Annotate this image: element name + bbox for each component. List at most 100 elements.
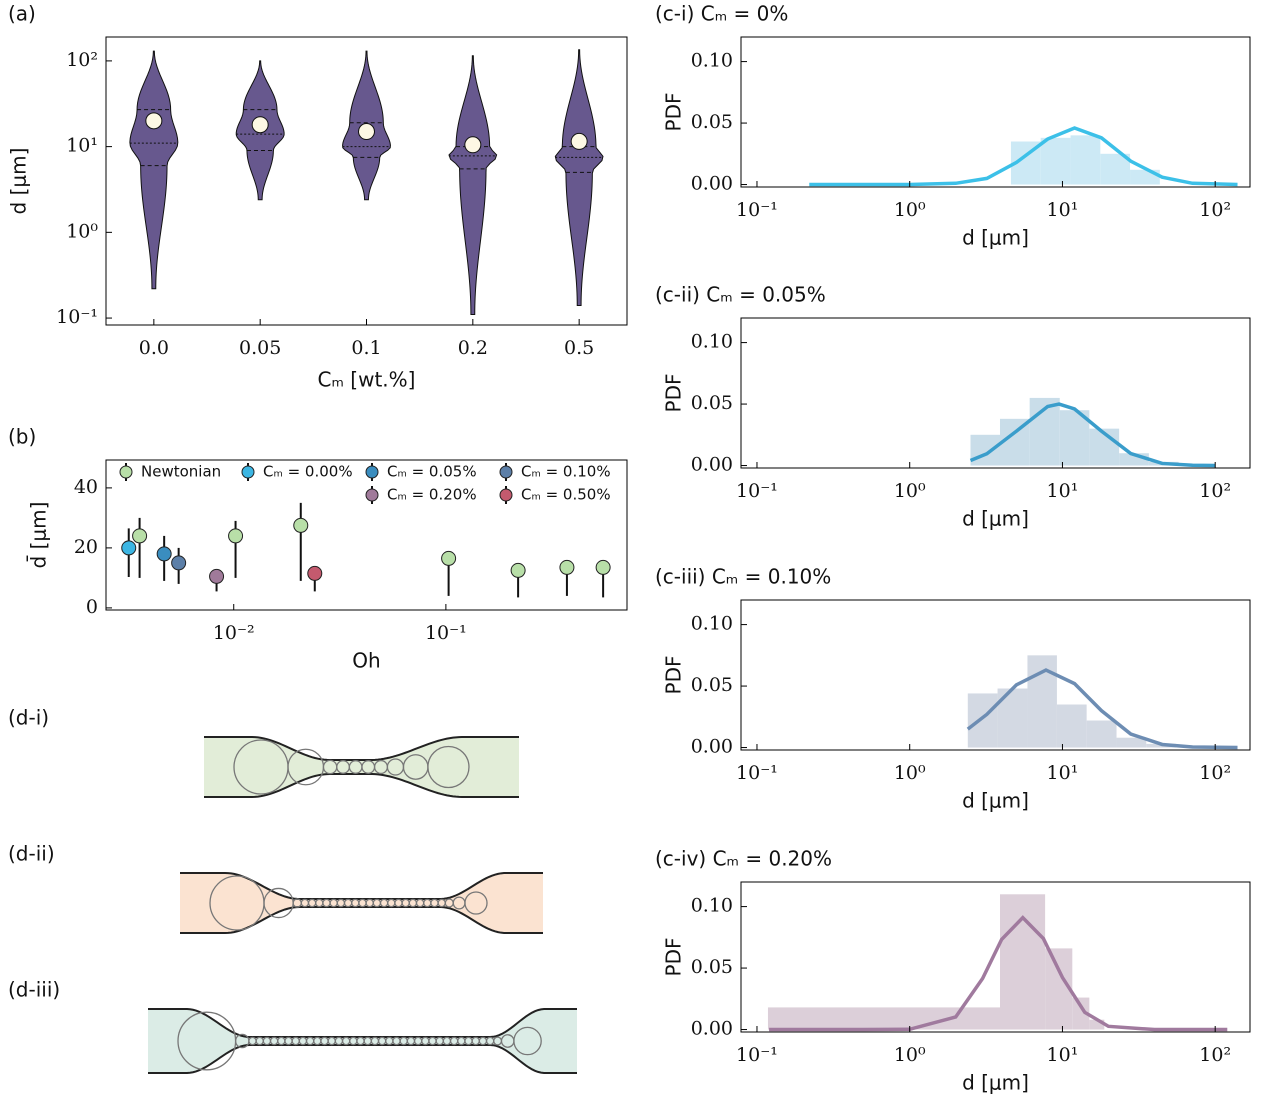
point [559, 559, 575, 575]
x-tick-label: 10⁰ [894, 1044, 926, 1066]
channel-wall [148, 1008, 577, 1038]
y-tick-label: 0.05 [691, 956, 733, 978]
violin-body [129, 50, 179, 290]
plot-frame [740, 599, 1251, 751]
diagram-label: (d-i) [8, 706, 49, 730]
histogram-bar [1027, 655, 1057, 748]
point [293, 517, 309, 533]
x-axis-label: Cₘ [wt.%] [318, 368, 416, 392]
x-tick-label: 10⁻¹ [736, 199, 778, 221]
x-tick-label: 10² [1199, 1044, 1231, 1066]
channel-fill [148, 1009, 577, 1073]
x-tick-label: 10² [1199, 480, 1231, 502]
x-tick-label: 0.5 [564, 337, 594, 359]
x-axis-label: d [μm] [962, 226, 1029, 250]
channel-fill [180, 873, 543, 933]
panel-label: (b) [8, 425, 36, 449]
violin-mean [464, 136, 482, 154]
x-tick-label: 10⁻¹ [736, 480, 778, 502]
histogram-bar [970, 434, 1000, 466]
x-tick-label: 10⁰ [894, 480, 926, 502]
histogram-bar [1100, 153, 1131, 185]
y-axis-label: PDF [662, 93, 686, 132]
legend-marker [499, 488, 513, 502]
histogram-bar [1040, 137, 1071, 185]
histogram-bar [1072, 997, 1090, 1030]
droplet [427, 745, 470, 789]
y-tick-label: 0.10 [691, 50, 733, 72]
x-tick-label: 10¹ [1047, 199, 1079, 221]
histogram-bar [999, 894, 1046, 1030]
panel-title: (c-ii) Cₘ = 0.05% [655, 283, 826, 307]
x-tick-label: 10⁰ [894, 762, 926, 784]
legend-marker [365, 465, 379, 479]
legend-label: Cₘ = 0.10% [521, 463, 611, 481]
channel-wall [148, 1044, 577, 1074]
y-tick-label: 0.00 [691, 454, 733, 476]
panel-label: (a) [8, 2, 36, 26]
x-tick-label: 0.0 [139, 337, 169, 359]
panel-title: (c-iii) Cₘ = 0.10% [655, 565, 831, 589]
point [171, 555, 187, 571]
histogram-bar [1086, 720, 1117, 748]
legend-label: Cₘ = 0.20% [387, 486, 477, 504]
point [307, 565, 323, 581]
diagram-label: (d-ii) [8, 842, 55, 866]
x-tick-label: 10¹ [1047, 480, 1079, 502]
point [132, 528, 148, 544]
y-tick-label: 10⁰ [66, 220, 98, 242]
fit-curve [966, 668, 1238, 750]
legend-label: Cₘ = 0.00% [263, 463, 353, 481]
y-tick-label: 40 [74, 476, 98, 498]
point [441, 550, 457, 566]
y-tick-label: 20 [74, 536, 98, 558]
y-tick-label: 0.00 [691, 736, 733, 758]
legend-marker [119, 465, 133, 479]
violin-mean [570, 132, 588, 150]
legend-marker [499, 465, 513, 479]
y-tick-label: 10¹ [66, 135, 98, 157]
x-tick-label: 10² [1199, 762, 1231, 784]
y-axis-label: PDF [662, 374, 686, 413]
x-axis-label: d [μm] [962, 789, 1029, 813]
violin-body [554, 49, 604, 307]
histogram-bar [1059, 410, 1090, 466]
histogram-bar [967, 693, 998, 748]
violin-body [448, 55, 498, 316]
histogram-bar [1116, 737, 1147, 748]
plot-frame [105, 459, 628, 611]
violin-mean [251, 116, 269, 134]
histogram-bar [767, 1007, 1000, 1030]
plot-frame [740, 36, 1251, 188]
x-tick-label: 10² [1199, 199, 1231, 221]
histogram-bar [1056, 704, 1087, 748]
violin-mean [358, 123, 375, 141]
fit-curve [969, 402, 1216, 468]
point [228, 528, 244, 544]
point [595, 559, 611, 575]
y-tick-label: 0.10 [691, 331, 733, 353]
y-axis-label: d̄ [μm] [26, 502, 51, 569]
y-axis-label: d [μm] [7, 148, 31, 215]
y-tick-label: 0.05 [691, 392, 733, 414]
point [121, 540, 137, 556]
y-axis-label: PDF [662, 656, 686, 695]
panel-title: (c-iv) Cₘ = 0.20% [655, 847, 832, 871]
x-axis-label: d [μm] [962, 1071, 1029, 1095]
diagram-label: (d-iii) [8, 978, 60, 1002]
violin-mean [145, 112, 163, 130]
legend-label: Newtonian [141, 463, 221, 481]
plot-frame [740, 317, 1251, 469]
x-tick-label: 10⁻¹ [425, 622, 467, 644]
y-tick-label: 10⁻¹ [56, 306, 98, 328]
y-tick-label: 0.10 [691, 895, 733, 917]
x-tick-label: 10⁻² [213, 622, 255, 644]
x-axis-label: d [μm] [962, 507, 1029, 531]
x-tick-label: 10⁰ [894, 199, 926, 221]
droplet [513, 1026, 542, 1056]
legend-marker [365, 488, 379, 502]
y-tick-label: 0.00 [691, 173, 733, 195]
y-tick-label: 0.05 [691, 111, 733, 133]
